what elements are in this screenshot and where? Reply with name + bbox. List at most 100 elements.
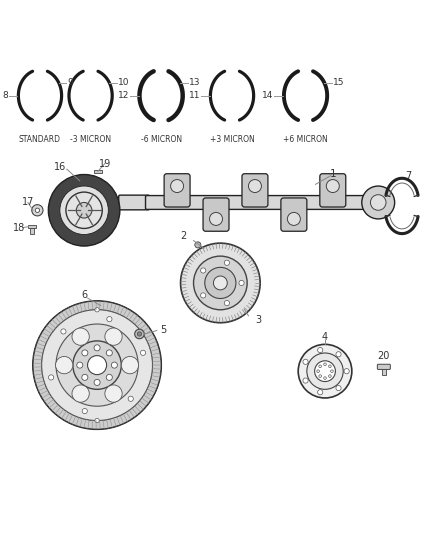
Circle shape bbox=[195, 242, 201, 248]
FancyBboxPatch shape bbox=[119, 195, 149, 210]
Text: 13: 13 bbox=[188, 78, 200, 87]
Text: +3 MICRON: +3 MICRON bbox=[210, 134, 254, 143]
Circle shape bbox=[107, 317, 112, 322]
Circle shape bbox=[336, 385, 341, 391]
Bar bbox=[28, 225, 36, 229]
Circle shape bbox=[121, 357, 138, 374]
Circle shape bbox=[137, 332, 141, 336]
Circle shape bbox=[106, 350, 112, 356]
Text: 16: 16 bbox=[54, 162, 67, 172]
Circle shape bbox=[209, 213, 223, 225]
Text: +6 MICRON: +6 MICRON bbox=[283, 134, 328, 143]
Circle shape bbox=[328, 375, 331, 377]
Circle shape bbox=[331, 370, 333, 373]
Circle shape bbox=[319, 365, 321, 368]
Circle shape bbox=[105, 385, 122, 402]
Text: -3 MICRON: -3 MICRON bbox=[70, 134, 111, 143]
Circle shape bbox=[61, 329, 66, 334]
Circle shape bbox=[128, 396, 133, 401]
Circle shape bbox=[324, 377, 326, 379]
Circle shape bbox=[201, 293, 206, 298]
Circle shape bbox=[287, 213, 300, 225]
Circle shape bbox=[56, 357, 73, 374]
Circle shape bbox=[239, 280, 244, 286]
Circle shape bbox=[73, 341, 121, 389]
Circle shape bbox=[72, 328, 89, 345]
Circle shape bbox=[298, 344, 352, 398]
Wedge shape bbox=[33, 301, 161, 429]
FancyBboxPatch shape bbox=[164, 174, 190, 207]
Text: 20: 20 bbox=[378, 351, 390, 361]
Circle shape bbox=[201, 268, 206, 273]
Text: 14: 14 bbox=[262, 91, 274, 100]
Circle shape bbox=[56, 324, 138, 406]
Text: 5: 5 bbox=[160, 325, 166, 335]
Circle shape bbox=[180, 243, 260, 322]
Text: 8: 8 bbox=[2, 91, 8, 100]
FancyBboxPatch shape bbox=[203, 198, 229, 231]
Circle shape bbox=[328, 365, 331, 368]
FancyBboxPatch shape bbox=[242, 174, 268, 207]
Circle shape bbox=[171, 180, 184, 192]
Text: STANDARD: STANDARD bbox=[19, 134, 61, 143]
Wedge shape bbox=[49, 175, 120, 246]
Text: 7: 7 bbox=[406, 171, 412, 181]
Circle shape bbox=[42, 310, 152, 421]
Circle shape bbox=[371, 195, 386, 211]
Circle shape bbox=[135, 329, 144, 339]
Circle shape bbox=[49, 375, 54, 380]
Circle shape bbox=[111, 362, 117, 368]
Circle shape bbox=[141, 350, 145, 356]
Text: 11: 11 bbox=[188, 91, 200, 100]
Circle shape bbox=[326, 180, 339, 192]
Circle shape bbox=[317, 370, 319, 373]
Circle shape bbox=[318, 348, 323, 353]
Circle shape bbox=[95, 418, 99, 423]
Circle shape bbox=[94, 379, 100, 385]
Circle shape bbox=[82, 374, 88, 381]
Text: 6: 6 bbox=[81, 290, 87, 300]
Text: 18: 18 bbox=[13, 223, 25, 232]
Text: -6 MICRON: -6 MICRON bbox=[141, 134, 182, 143]
Circle shape bbox=[95, 308, 99, 312]
Text: 3: 3 bbox=[255, 314, 261, 325]
Circle shape bbox=[82, 350, 88, 356]
Circle shape bbox=[303, 378, 308, 383]
Circle shape bbox=[82, 408, 87, 414]
Circle shape bbox=[213, 276, 227, 290]
Circle shape bbox=[94, 345, 100, 351]
Circle shape bbox=[224, 301, 230, 306]
Text: 9: 9 bbox=[67, 78, 73, 87]
Circle shape bbox=[224, 260, 230, 265]
FancyBboxPatch shape bbox=[320, 174, 346, 207]
Circle shape bbox=[248, 180, 261, 192]
Circle shape bbox=[307, 353, 343, 389]
Circle shape bbox=[344, 369, 349, 374]
Bar bbox=[94, 170, 102, 173]
Circle shape bbox=[319, 375, 321, 377]
Circle shape bbox=[314, 361, 336, 382]
Circle shape bbox=[194, 256, 247, 310]
Circle shape bbox=[88, 356, 106, 375]
Circle shape bbox=[303, 359, 308, 365]
Circle shape bbox=[336, 352, 341, 357]
Text: 10: 10 bbox=[118, 78, 130, 87]
Circle shape bbox=[72, 385, 89, 402]
Circle shape bbox=[362, 186, 395, 219]
Circle shape bbox=[205, 268, 236, 298]
Text: 19: 19 bbox=[99, 158, 111, 168]
Circle shape bbox=[324, 363, 326, 366]
Circle shape bbox=[35, 208, 39, 213]
Text: 12: 12 bbox=[118, 91, 129, 100]
Text: 15: 15 bbox=[333, 78, 344, 87]
Circle shape bbox=[77, 362, 83, 368]
FancyBboxPatch shape bbox=[378, 364, 390, 369]
FancyBboxPatch shape bbox=[145, 196, 378, 209]
Text: 17: 17 bbox=[22, 198, 34, 207]
Text: 4: 4 bbox=[322, 333, 328, 342]
Circle shape bbox=[105, 328, 122, 345]
Circle shape bbox=[49, 175, 120, 246]
Text: 1: 1 bbox=[329, 168, 336, 179]
Circle shape bbox=[318, 390, 323, 395]
Circle shape bbox=[32, 205, 43, 216]
